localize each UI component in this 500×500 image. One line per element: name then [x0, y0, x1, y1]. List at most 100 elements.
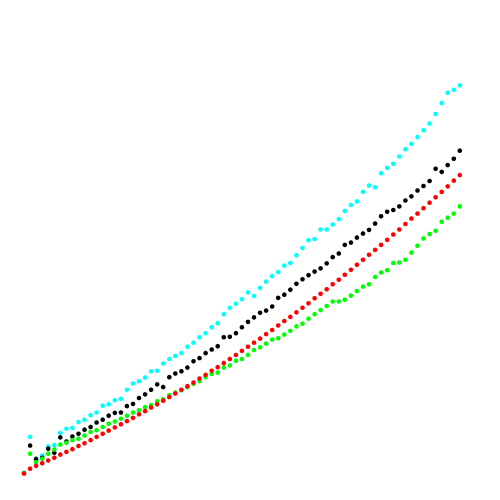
data-point [215, 320, 220, 326]
data-point [378, 270, 384, 275]
data-point [100, 403, 105, 409]
data-point [94, 410, 99, 415]
data-point [21, 471, 27, 476]
data-point [154, 368, 160, 374]
data-point [58, 452, 63, 457]
data-point [421, 236, 426, 241]
data-point [94, 427, 99, 433]
data-point [130, 410, 136, 415]
data-point [203, 330, 208, 336]
data-point [136, 412, 142, 417]
data-point [354, 199, 360, 204]
data-point [209, 325, 214, 330]
data-point [384, 237, 390, 243]
data-point [33, 463, 39, 469]
data-point [209, 368, 214, 374]
data-point [306, 272, 311, 278]
data-point [330, 282, 336, 287]
data-point [160, 361, 166, 366]
data-point [82, 433, 87, 438]
data-point [403, 221, 408, 227]
data-point [457, 83, 463, 88]
data-point [233, 358, 239, 364]
data-point [239, 356, 245, 362]
data-point [366, 183, 372, 188]
data-point [227, 305, 233, 311]
series-1 [21, 83, 463, 476]
data-point [233, 301, 239, 307]
data-point [318, 227, 323, 232]
data-point [294, 281, 299, 287]
data-point [251, 340, 257, 346]
data-point [288, 287, 293, 293]
data-point [294, 253, 299, 258]
data-point [378, 171, 384, 176]
data-point [427, 178, 432, 184]
data-point [391, 260, 396, 266]
data-point [64, 449, 69, 455]
data-point [342, 242, 348, 248]
data-point [439, 100, 445, 106]
data-point [173, 353, 178, 359]
data-point [336, 277, 342, 283]
data-point [403, 147, 408, 152]
data-point [360, 231, 366, 236]
data-point [342, 297, 348, 303]
data-point [100, 431, 105, 437]
data-point [227, 334, 233, 340]
data-point [318, 291, 323, 297]
data-point [294, 324, 299, 329]
data-point [88, 424, 93, 430]
data-point [457, 204, 463, 209]
data-point [142, 404, 148, 410]
data-point [112, 425, 118, 430]
data-point [288, 328, 293, 334]
data-point [100, 424, 105, 430]
data-point [76, 436, 81, 442]
data-point [415, 211, 420, 216]
data-point [300, 321, 305, 327]
data-point [245, 290, 251, 295]
data-point [227, 356, 233, 362]
data-point [106, 421, 111, 427]
data-point [142, 408, 148, 414]
data-point [275, 295, 281, 301]
data-point [94, 420, 99, 425]
data-point [409, 194, 414, 199]
data-point [257, 345, 263, 350]
data-point [324, 303, 330, 309]
data-point [39, 456, 45, 462]
data-point [179, 350, 184, 356]
data-point [33, 456, 39, 462]
data-point [263, 341, 269, 346]
data-point [397, 204, 402, 209]
data-point [142, 375, 148, 380]
data-point [185, 344, 190, 350]
data-point [324, 287, 330, 292]
data-point [348, 293, 354, 298]
data-point [52, 442, 57, 448]
data-point [409, 141, 414, 147]
data-point [88, 429, 93, 435]
data-point [348, 202, 354, 208]
series-4 [21, 172, 463, 476]
data-point [154, 382, 160, 387]
data-point [384, 267, 390, 273]
data-point [118, 410, 124, 415]
data-point [366, 227, 372, 233]
data-point [372, 274, 378, 280]
data-point [124, 418, 130, 424]
data-point [324, 261, 330, 266]
data-point [257, 310, 263, 316]
data-point [263, 308, 269, 313]
data-point [106, 428, 111, 433]
data-point [124, 387, 130, 393]
data-point [288, 314, 293, 320]
data-point [403, 257, 408, 263]
data-point [421, 183, 426, 189]
data-point [215, 344, 220, 349]
data-point [203, 372, 208, 378]
data-point [427, 121, 432, 126]
data-point [391, 207, 396, 213]
data-point [288, 260, 293, 266]
